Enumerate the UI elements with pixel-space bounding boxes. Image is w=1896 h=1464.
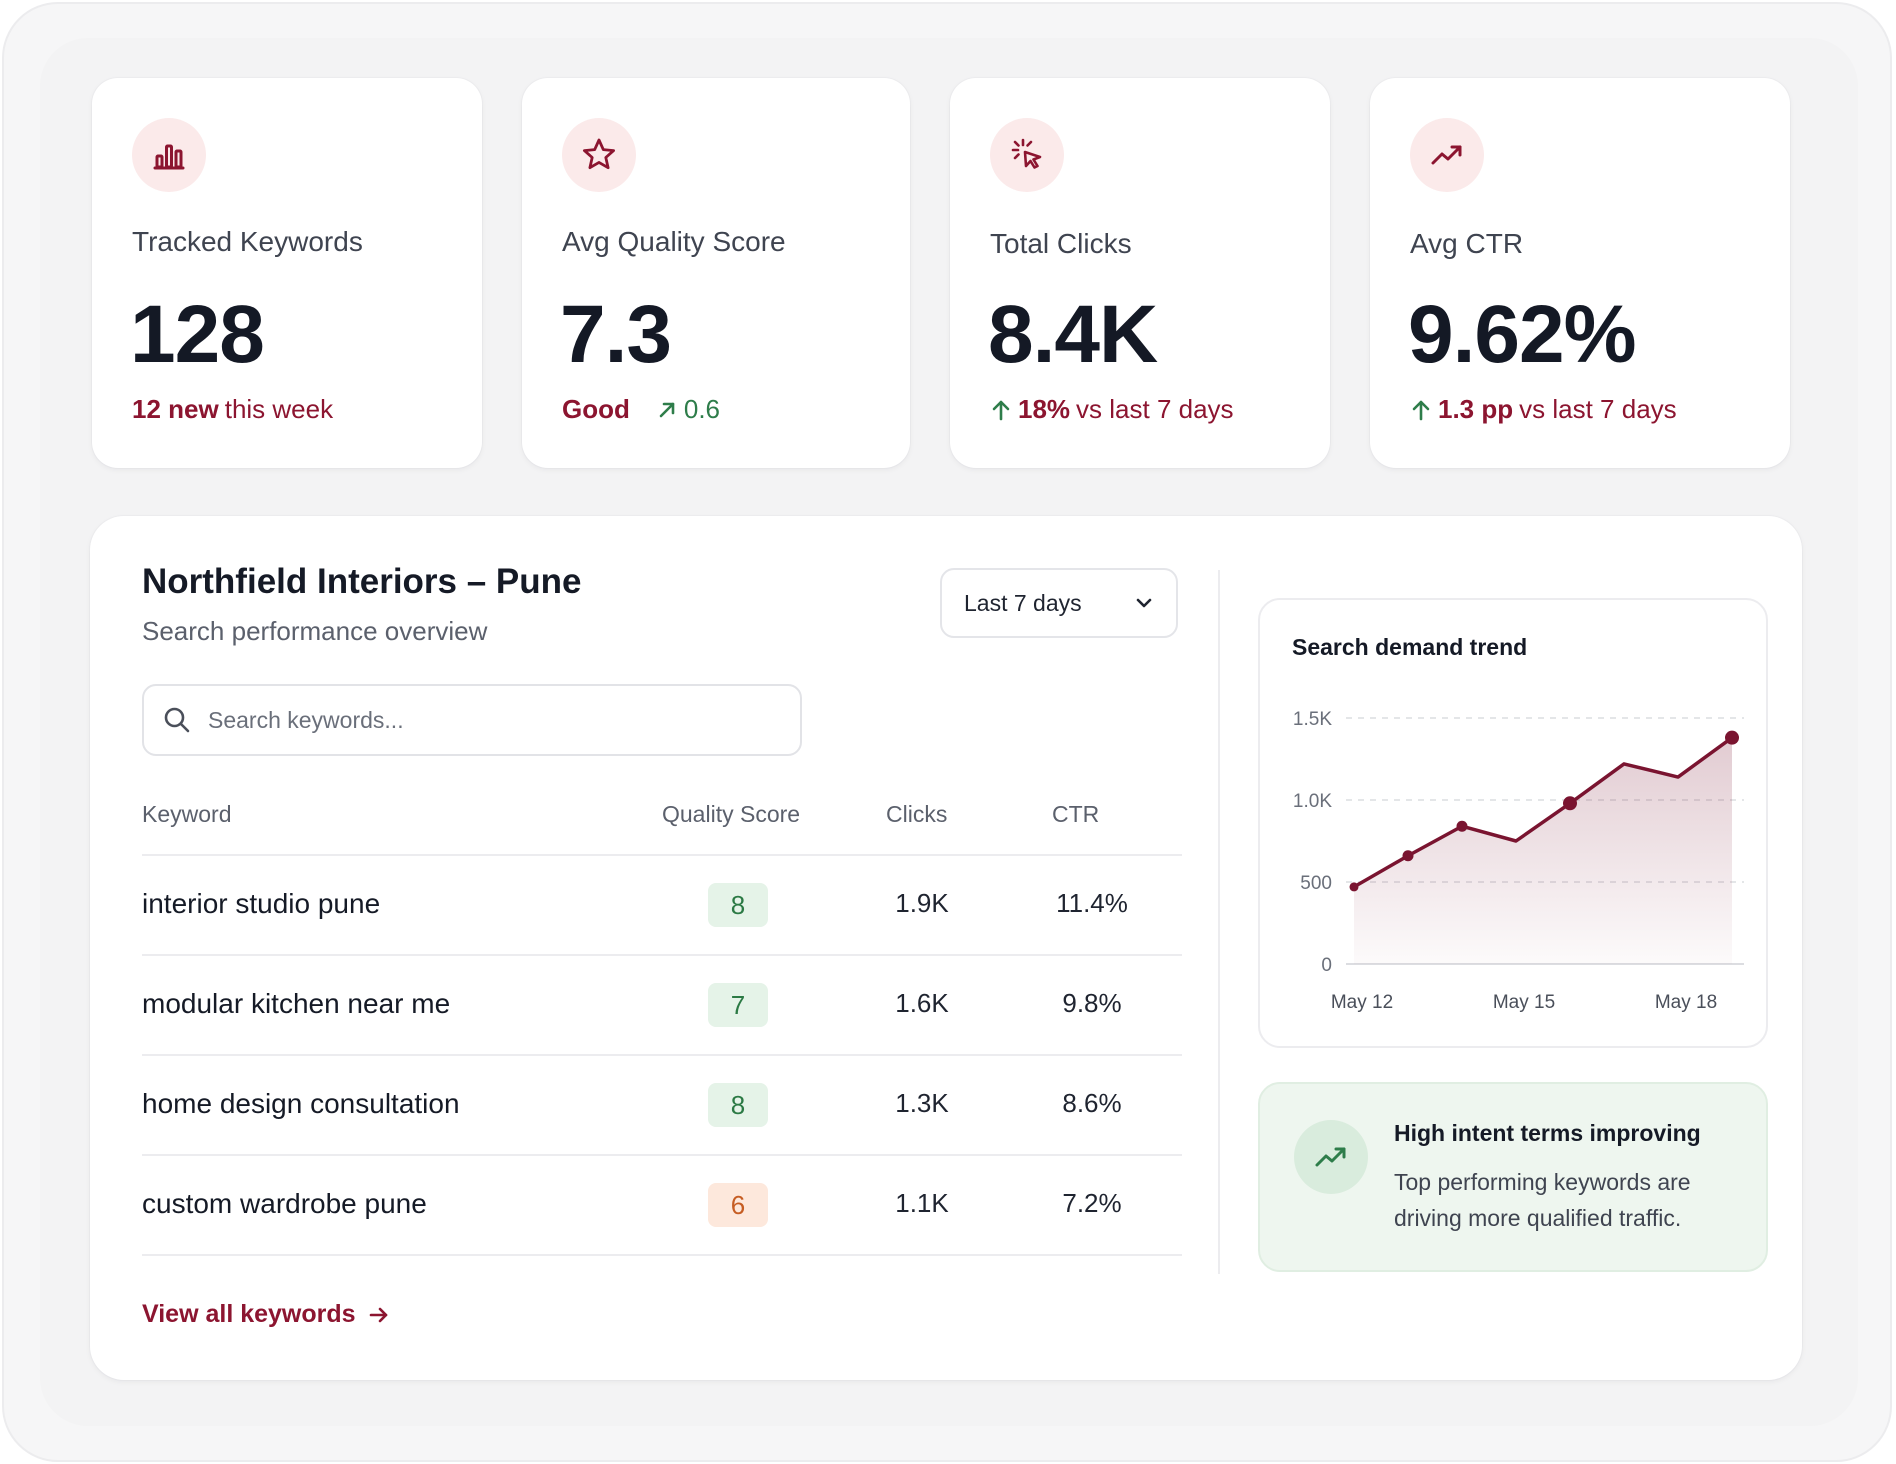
- table-header: Keyword Quality Score Clicks CTR: [142, 801, 1182, 831]
- area-fill: [1354, 737, 1732, 964]
- stat-delta: 1.3 pp: [1438, 394, 1514, 424]
- table-row[interactable]: home design consultation 8 1.3K 8.6%: [142, 1056, 1182, 1154]
- search-demand-chart-card: Search demand trend 0 500 1.0K 1.5K May 12 Ma…: [1258, 598, 1768, 1048]
- stat-card-tracked-keywords: Tracked Keywords 128 12 new this week: [92, 78, 482, 468]
- table-row[interactable]: custom wardrobe pune 6 1.1K 7.2%: [142, 1156, 1182, 1254]
- stat-label: Avg Quality Score: [562, 226, 786, 257]
- column-header-keyword[interactable]: Keyword: [142, 801, 232, 827]
- stat-card-quality-score: Avg Quality Score 7.3 Good 0.6: [522, 78, 910, 468]
- keyword-performance-panel: Northfield Interiors – Pune Search perfo…: [90, 516, 1802, 1380]
- arrow-up-icon: [1412, 400, 1430, 420]
- stat-label: Tracked Keywords: [132, 226, 363, 257]
- keyword-text: custom wardrobe pune: [142, 1188, 427, 1219]
- quality-rating: Good: [562, 394, 630, 424]
- ctr-value: 8.6%: [1062, 1088, 1122, 1118]
- quality-score-badge: 6: [708, 1183, 768, 1227]
- search-icon: [164, 707, 190, 733]
- x-tick-label: May 15: [1493, 992, 1555, 1013]
- stat-label: Avg CTR: [1410, 228, 1524, 259]
- y-tick-label: 1.5K: [1293, 709, 1332, 730]
- x-tick-label: May 12: [1331, 992, 1393, 1013]
- chevron-down-icon: [1136, 598, 1152, 608]
- panel-divider: [1218, 570, 1220, 1274]
- x-tick-label: May 18: [1655, 992, 1717, 1013]
- keyword-text: interior studio pune: [142, 888, 381, 919]
- column-header-quality-score[interactable]: Quality Score: [662, 801, 801, 827]
- keyword-search-box[interactable]: [142, 684, 802, 756]
- chart-title: Search demand trend: [1292, 634, 1528, 660]
- column-header-ctr[interactable]: CTR: [1052, 801, 1100, 827]
- clicks-value: 1.9K: [895, 888, 949, 918]
- arrow-up-icon: [992, 400, 1010, 420]
- stat-footnote: Good 0.6: [562, 394, 720, 425]
- stat-label: Total Clicks: [990, 228, 1132, 259]
- data-point: [1563, 796, 1577, 811]
- star-icon: [562, 118, 636, 192]
- click-icon: [990, 118, 1064, 192]
- quality-score-badge: 7: [708, 983, 768, 1027]
- stat-delta: 0.6: [683, 394, 721, 424]
- stat-footnote: 12 new this week: [132, 394, 333, 425]
- keyword-text: modular kitchen near me: [142, 988, 451, 1019]
- keyword-text: home design consultation: [142, 1088, 460, 1119]
- data-point: [1349, 882, 1359, 892]
- arrow-up-right-icon: [659, 402, 675, 417]
- insight-body: Top performing keywords are driving more…: [1394, 1169, 1691, 1231]
- ctr-value: 11.4%: [1056, 888, 1128, 918]
- page-subtitle: Search performance overview: [142, 616, 488, 646]
- data-point: [1456, 820, 1468, 832]
- search-input[interactable]: [208, 706, 768, 734]
- stat-footnote: 1.3 pp vs last 7 days: [1410, 394, 1677, 425]
- clicks-value: 1.1K: [895, 1188, 949, 1218]
- trend-up-icon: [1410, 118, 1484, 192]
- quality-score-badge: 8: [708, 1083, 768, 1127]
- stat-value: 8.4K: [988, 289, 1158, 380]
- stat-value: 128: [130, 289, 265, 380]
- divider: [142, 1054, 1182, 1056]
- stat-delta: 12 new: [132, 394, 219, 424]
- insight-card: High intent terms improving Top performi…: [1258, 1082, 1768, 1272]
- series-line: [1352, 735, 1734, 889]
- stat-delta: 18%: [1018, 394, 1071, 424]
- divider: [142, 854, 1182, 856]
- stat-delta-caption: vs last 7 days: [1519, 394, 1677, 424]
- stat-delta-caption: this week: [224, 394, 334, 424]
- arrow-right-icon: [369, 1307, 387, 1322]
- page-title: Northfield Interiors – Pune: [142, 562, 582, 601]
- column-header-clicks[interactable]: Clicks: [886, 801, 948, 827]
- divider: [142, 1154, 1182, 1156]
- data-point: [1725, 730, 1739, 745]
- ctr-value: 9.8%: [1062, 988, 1122, 1018]
- stat-delta-caption: vs last 7 days: [1076, 394, 1234, 424]
- stat-footnote: 18% vs last 7 days: [990, 394, 1234, 425]
- clicks-value: 1.3K: [895, 1088, 949, 1118]
- view-all-label: View all keywords: [142, 1300, 356, 1328]
- stat-value: 9.62%: [1408, 289, 1637, 380]
- search-demand-trend-chart: 0 500 1.0K 1.5K May 12 May 15 May 18: [1293, 709, 1744, 1013]
- clicks-value: 1.6K: [895, 988, 949, 1018]
- ctr-value: 7.2%: [1062, 1188, 1122, 1218]
- stat-card-total-clicks: Total Clicks 8.4K 18% vs last 7 days: [950, 78, 1330, 468]
- y-tick-label: 1.0K: [1293, 791, 1332, 812]
- view-all-keywords-link[interactable]: View all keywords: [142, 1300, 390, 1329]
- stat-value: 7.3: [560, 289, 672, 380]
- table-row[interactable]: modular kitchen near me 7 1.6K 9.8%: [142, 956, 1182, 1054]
- stat-card-avg-ctr: Avg CTR 9.62% 1.3 pp vs last 7 days: [1370, 78, 1790, 468]
- divider: [142, 954, 1182, 956]
- divider: [142, 1254, 1182, 1256]
- y-tick-label: 0: [1321, 955, 1332, 976]
- quality-score-badge: 8: [708, 883, 768, 927]
- trend-up-icon: [1294, 1120, 1368, 1194]
- table-row[interactable]: interior studio pune 8 1.9K 11.4%: [142, 856, 1182, 954]
- bar-chart-icon: [132, 118, 206, 192]
- date-range-value: Last 7 days: [964, 589, 1082, 616]
- y-tick-label: 500: [1300, 873, 1332, 894]
- date-range-select[interactable]: Last 7 days: [940, 568, 1178, 638]
- data-point: [1402, 850, 1414, 862]
- insight-title: High intent terms improving: [1394, 1120, 1701, 1146]
